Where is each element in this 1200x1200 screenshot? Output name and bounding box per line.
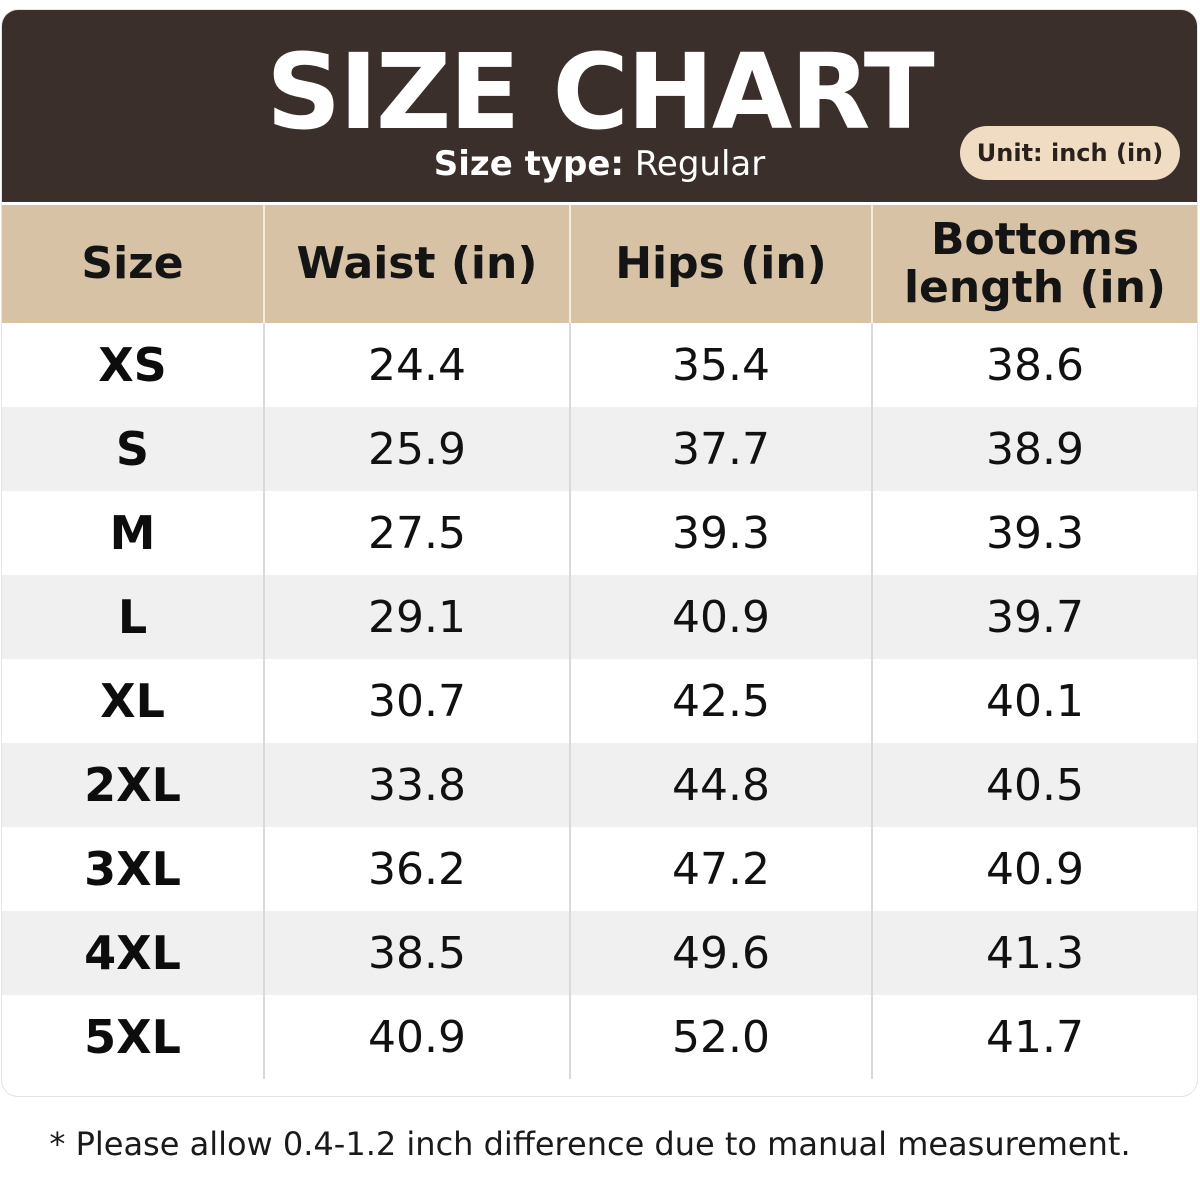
waist-cell: 33.8 [264, 743, 571, 827]
hips-cell: 52.0 [570, 995, 873, 1079]
waist-cell: 27.5 [264, 491, 571, 575]
size-cell: 3XL [2, 827, 265, 911]
table-row: S 25.9 37.7 38.9 [2, 407, 1197, 491]
column-header-hips: Hips (in) [570, 205, 873, 323]
bottoms-length-cell: 40.1 [872, 659, 1197, 743]
size-cell: M [2, 491, 265, 575]
waist-cell: 38.5 [264, 911, 571, 995]
page-title: SIZE CHART [266, 31, 934, 153]
bottoms-length-cell: 41.7 [872, 995, 1197, 1079]
waist-cell: 29.1 [264, 575, 571, 659]
waist-cell: 24.4 [264, 323, 571, 407]
waist-cell: 40.9 [264, 995, 571, 1079]
waist-cell: 25.9 [264, 407, 571, 491]
size-cell: 2XL [2, 743, 265, 827]
hips-cell: 44.8 [570, 743, 873, 827]
size-chart-card: SIZE CHART Size type: Regular Unit: inch… [2, 10, 1197, 1096]
hips-cell: 42.5 [570, 659, 873, 743]
table-row: 3XL 36.2 47.2 40.9 [2, 827, 1197, 911]
hips-cell: 37.7 [570, 407, 873, 491]
unit-badge: Unit: inch (in) [960, 126, 1180, 180]
table-row: XL 30.7 42.5 40.1 [2, 659, 1197, 743]
table-row: 4XL 38.5 49.6 41.3 [2, 911, 1197, 995]
size-cell: L [2, 575, 265, 659]
bottoms-length-cell: 39.3 [872, 491, 1197, 575]
table-row: M 27.5 39.3 39.3 [2, 491, 1197, 575]
size-cell: 5XL [2, 995, 265, 1079]
size-cell: 4XL [2, 911, 265, 995]
measurement-footnote: * Please allow 0.4-1.2 inch difference d… [49, 1125, 1131, 1163]
bottoms-length-cell: 40.5 [872, 743, 1197, 827]
size-cell: XS [2, 323, 265, 407]
table-row: 5XL 40.9 52.0 41.7 [2, 995, 1197, 1079]
table-row: 2XL 33.8 44.8 40.5 [2, 743, 1197, 827]
size-table: Size Waist (in) Hips (in) Bottoms length… [2, 205, 1197, 1079]
waist-cell: 30.7 [264, 659, 571, 743]
hips-cell: 39.3 [570, 491, 873, 575]
bottoms-length-cell: 40.9 [872, 827, 1197, 911]
hips-cell: 40.9 [570, 575, 873, 659]
bottoms-length-cell: 41.3 [872, 911, 1197, 995]
size-type-line: Size type: Regular [2, 142, 1197, 186]
table-row: L 29.1 40.9 39.7 [2, 575, 1197, 659]
hips-cell: 49.6 [570, 911, 873, 995]
size-cell: S [2, 407, 265, 491]
hips-cell: 47.2 [570, 827, 873, 911]
size-type-label: Size type: [433, 144, 625, 184]
hips-cell: 35.4 [570, 323, 873, 407]
waist-cell: 36.2 [264, 827, 571, 911]
size-type-value: Regular [634, 144, 766, 184]
column-header-size: Size [2, 205, 265, 323]
column-header-bottoms-length: Bottoms length (in) [872, 205, 1197, 323]
bottoms-length-cell: 38.6 [872, 323, 1197, 407]
table-header-row: Size Waist (in) Hips (in) Bottoms length… [2, 205, 1197, 323]
table-row: XS 24.4 35.4 38.6 [2, 323, 1197, 407]
size-chart-header: SIZE CHART Size type: Regular Unit: inch… [2, 10, 1197, 202]
bottoms-length-cell: 39.7 [872, 575, 1197, 659]
column-header-waist: Waist (in) [264, 205, 571, 323]
size-cell: XL [2, 659, 265, 743]
bottoms-length-cell: 38.9 [872, 407, 1197, 491]
